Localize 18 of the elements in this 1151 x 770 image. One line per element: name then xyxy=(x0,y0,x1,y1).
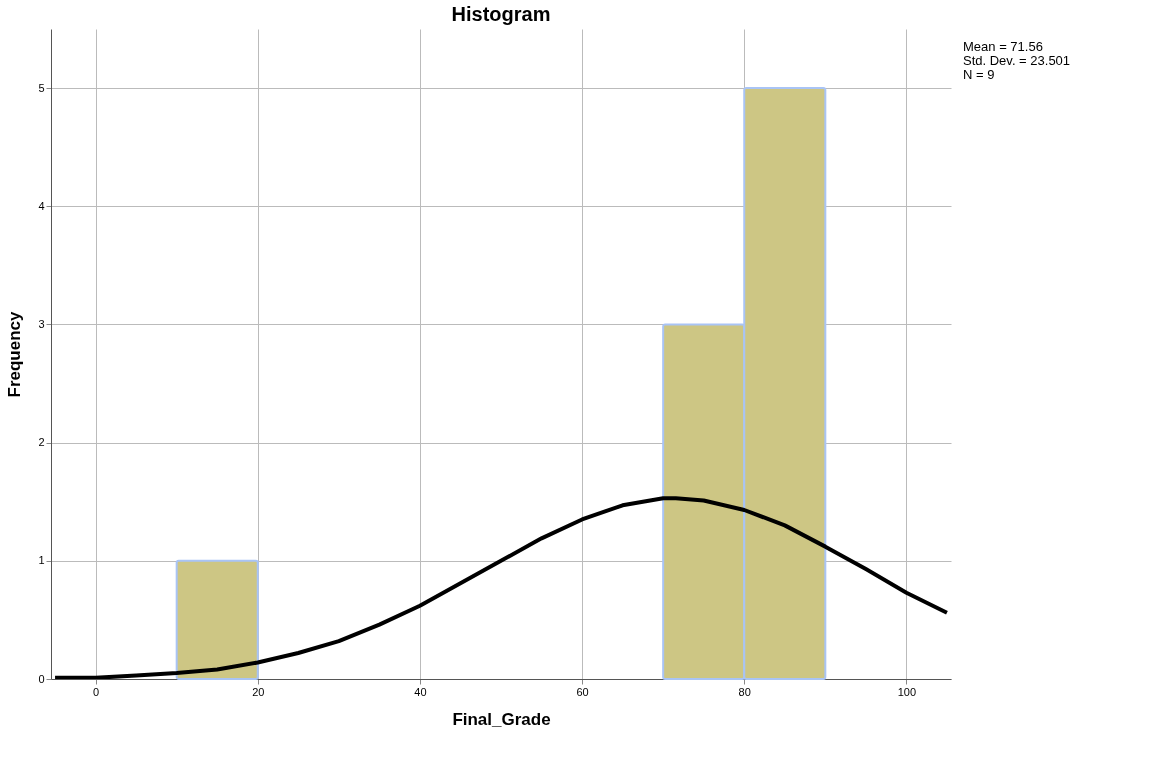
y-axis-title: Frequency xyxy=(5,310,25,398)
y-tick-label: 4 xyxy=(38,199,45,212)
y-tick-label: 2 xyxy=(38,436,45,449)
x-tick-label: 20 xyxy=(252,685,265,698)
x-tick-label: 0 xyxy=(93,685,100,698)
x-tick-label: 40 xyxy=(414,685,427,698)
y-tick-label: 0 xyxy=(38,672,45,685)
chart-title: Histogram xyxy=(451,3,551,25)
x-axis-title: Final_Grade xyxy=(452,709,551,729)
y-tick-label: 1 xyxy=(38,554,45,567)
x-tick-label: 60 xyxy=(576,685,589,698)
y-tick-label: 3 xyxy=(38,317,45,330)
x-tick-label: 100 xyxy=(897,685,917,698)
text: Mean = 71.56 xyxy=(963,39,1043,54)
text: N = 9 xyxy=(963,67,995,82)
y-tick-label: 5 xyxy=(38,81,45,94)
text: Std. Dev. = 23.501 xyxy=(963,53,1071,68)
x-tick-label: 80 xyxy=(738,685,751,698)
